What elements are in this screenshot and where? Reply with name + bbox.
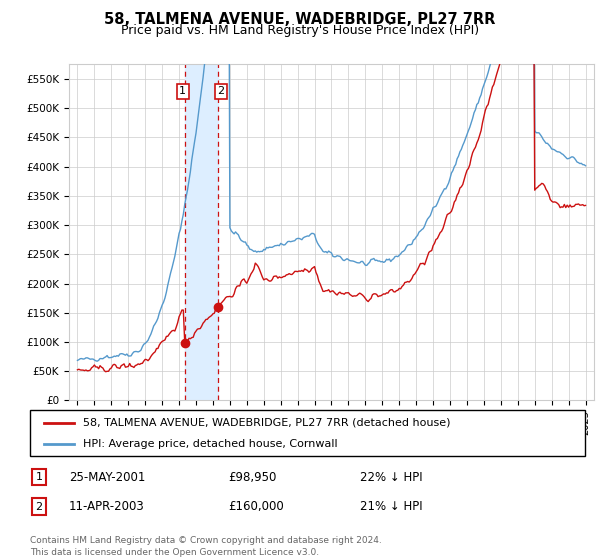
Text: 22% ↓ HPI: 22% ↓ HPI (360, 470, 422, 484)
Text: 58, TALMENA AVENUE, WADEBRIDGE, PL27 7RR (detached house): 58, TALMENA AVENUE, WADEBRIDGE, PL27 7RR… (83, 418, 450, 428)
Text: 25-MAY-2001: 25-MAY-2001 (69, 470, 145, 484)
FancyBboxPatch shape (30, 410, 585, 456)
Text: £98,950: £98,950 (228, 470, 277, 484)
Bar (185, 64, 218, 400)
Text: Contains HM Land Registry data © Crown copyright and database right 2024.: Contains HM Land Registry data © Crown c… (30, 536, 382, 545)
Text: 58, TALMENA AVENUE, WADEBRIDGE, PL27 7RR: 58, TALMENA AVENUE, WADEBRIDGE, PL27 7RR (104, 12, 496, 27)
Text: Price paid vs. HM Land Registry's House Price Index (HPI): Price paid vs. HM Land Registry's House … (121, 24, 479, 37)
Text: 1: 1 (179, 86, 187, 96)
Text: 21% ↓ HPI: 21% ↓ HPI (360, 500, 422, 514)
Text: £160,000: £160,000 (228, 500, 284, 514)
Text: HPI: Average price, detached house, Cornwall: HPI: Average price, detached house, Corn… (83, 439, 337, 449)
Text: 1: 1 (35, 472, 43, 482)
Text: 11-APR-2003: 11-APR-2003 (69, 500, 145, 514)
Text: 2: 2 (217, 86, 224, 96)
Text: 2: 2 (35, 502, 43, 512)
Text: This data is licensed under the Open Government Licence v3.0.: This data is licensed under the Open Gov… (30, 548, 319, 557)
